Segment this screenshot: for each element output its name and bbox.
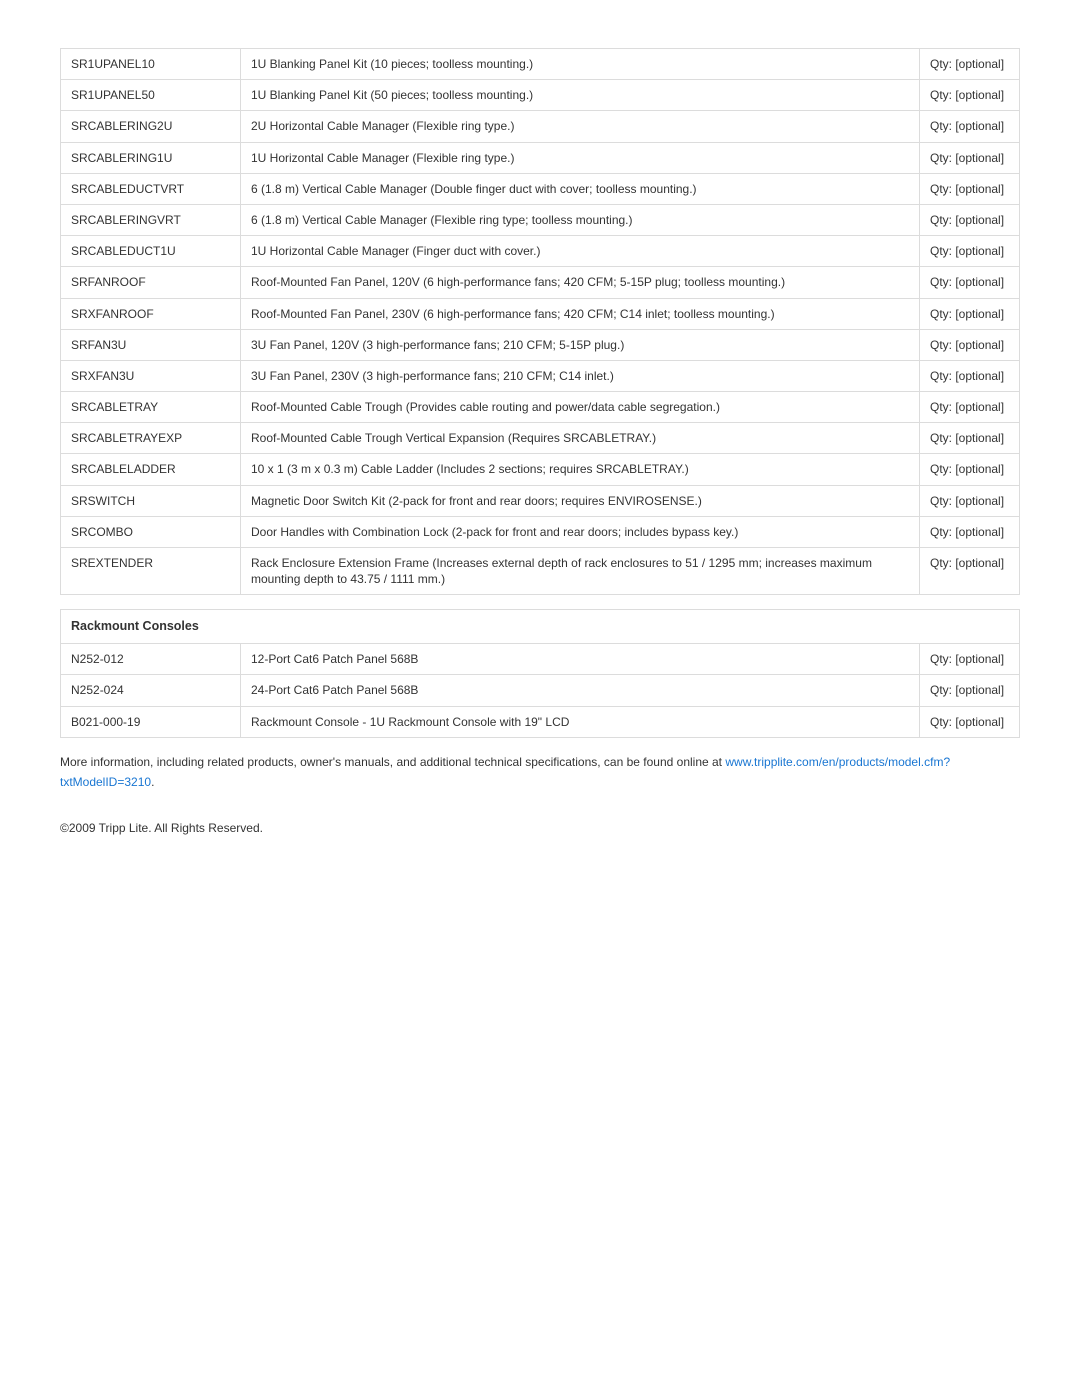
table-row: SRCOMBO Door Handles with Combination Lo… [61,516,1020,547]
sku-cell: SRCABLETRAY [61,392,241,423]
desc-cell: 12-Port Cat6 Patch Panel 568B [241,644,920,675]
sku-cell: N252-012 [61,644,241,675]
qty-cell: Qty: [optional] [920,516,1020,547]
table-row: SRCABLETRAYEXP Roof-Mounted Cable Trough… [61,423,1020,454]
qty-cell: Qty: [optional] [920,423,1020,454]
qty-cell: Qty: [optional] [920,298,1020,329]
desc-cell: 1U Blanking Panel Kit (50 pieces; toolle… [241,80,920,111]
desc-cell: 3U Fan Panel, 120V (3 high-performance f… [241,329,920,360]
sku-cell: SRCABLERINGVRT [61,204,241,235]
table-row: SRXFAN3U 3U Fan Panel, 230V (3 high-perf… [61,360,1020,391]
qty-cell: Qty: [optional] [920,392,1020,423]
desc-cell: Rackmount Console - 1U Rackmount Console… [241,706,920,737]
table-row: SRCABLERINGVRT 6 (1.8 m) Vertical Cable … [61,204,1020,235]
more-info-text: More information, including related prod… [60,752,1020,793]
qty-cell: Qty: [optional] [920,49,1020,80]
page-container: SR1UPANEL10 1U Blanking Panel Kit (10 pi… [0,0,1080,895]
desc-cell: Magnetic Door Switch Kit (2-pack for fro… [241,485,920,516]
table-row: SR1UPANEL10 1U Blanking Panel Kit (10 pi… [61,49,1020,80]
sku-cell: SRXFAN3U [61,360,241,391]
sku-cell: B021-000-19 [61,706,241,737]
desc-cell: Roof-Mounted Fan Panel, 230V (6 high-per… [241,298,920,329]
qty-cell: Qty: [optional] [920,80,1020,111]
qty-cell: Qty: [optional] [920,173,1020,204]
sku-cell: SRCABLERING1U [61,142,241,173]
desc-cell: 1U Horizontal Cable Manager (Finger duct… [241,236,920,267]
desc-cell: Rack Enclosure Extension Frame (Increase… [241,548,920,595]
table-row: N252-012 12-Port Cat6 Patch Panel 568B Q… [61,644,1020,675]
sku-cell: N252-024 [61,675,241,706]
table-row: SRCABLERING2U 2U Horizontal Cable Manage… [61,111,1020,142]
table-row: N252-024 24-Port Cat6 Patch Panel 568B Q… [61,675,1020,706]
qty-cell: Qty: [optional] [920,706,1020,737]
qty-cell: Qty: [optional] [920,329,1020,360]
qty-cell: Qty: [optional] [920,111,1020,142]
sku-cell: SRCABLETRAYEXP [61,423,241,454]
table-row: SRCABLEDUCTVRT 6 (1.8 m) Vertical Cable … [61,173,1020,204]
sku-cell: SRCOMBO [61,516,241,547]
rackmount-consoles-table: Rackmount Consoles N252-012 12-Port Cat6… [60,609,1020,737]
qty-cell: Qty: [optional] [920,360,1020,391]
rackmount-rows: N252-012 12-Port Cat6 Patch Panel 568B Q… [61,644,1020,738]
qty-cell: Qty: [optional] [920,485,1020,516]
sku-cell: SR1UPANEL10 [61,49,241,80]
sku-cell: SRCABLEDUCT1U [61,236,241,267]
sku-cell: SR1UPANEL50 [61,80,241,111]
table-row: SR1UPANEL50 1U Blanking Panel Kit (50 pi… [61,80,1020,111]
sku-cell: SRSWITCH [61,485,241,516]
desc-cell: Roof-Mounted Cable Trough (Provides cabl… [241,392,920,423]
desc-cell: 3U Fan Panel, 230V (3 high-performance f… [241,360,920,391]
sku-cell: SRCABLERING2U [61,111,241,142]
sku-cell: SREXTENDER [61,548,241,595]
qty-cell: Qty: [optional] [920,454,1020,485]
table-row: SRCABLELADDER 10 x 1 (3 m x 0.3 m) Cable… [61,454,1020,485]
qty-cell: Qty: [optional] [920,644,1020,675]
sku-cell: SRCABLELADDER [61,454,241,485]
table-row: SRXFANROOF Roof-Mounted Fan Panel, 230V … [61,298,1020,329]
section-header: Rackmount Consoles [61,610,1020,644]
sku-cell: SRXFANROOF [61,298,241,329]
table-row: SRCABLEDUCT1U 1U Horizontal Cable Manage… [61,236,1020,267]
desc-cell: 6 (1.8 m) Vertical Cable Manager (Flexib… [241,204,920,235]
section-header-row: Rackmount Consoles [61,610,1020,644]
accessories-rows: SR1UPANEL10 1U Blanking Panel Kit (10 pi… [61,49,1020,595]
desc-cell: 24-Port Cat6 Patch Panel 568B [241,675,920,706]
copyright-text: ©2009 Tripp Lite. All Rights Reserved. [60,821,1020,835]
sku-cell: SRCABLEDUCTVRT [61,173,241,204]
desc-cell: Roof-Mounted Fan Panel, 120V (6 high-per… [241,267,920,298]
desc-cell: Door Handles with Combination Lock (2-pa… [241,516,920,547]
sku-cell: SRFAN3U [61,329,241,360]
more-info-trail: . [151,775,154,789]
desc-cell: 1U Horizontal Cable Manager (Flexible ri… [241,142,920,173]
qty-cell: Qty: [optional] [920,204,1020,235]
table-row: SRFAN3U 3U Fan Panel, 120V (3 high-perfo… [61,329,1020,360]
table-row: SRCABLERING1U 1U Horizontal Cable Manage… [61,142,1020,173]
table-row: SRCABLETRAY Roof-Mounted Cable Trough (P… [61,392,1020,423]
desc-cell: Roof-Mounted Cable Trough Vertical Expan… [241,423,920,454]
desc-cell: 6 (1.8 m) Vertical Cable Manager (Double… [241,173,920,204]
desc-cell: 2U Horizontal Cable Manager (Flexible ri… [241,111,920,142]
qty-cell: Qty: [optional] [920,675,1020,706]
table-row: SRFANROOF Roof-Mounted Fan Panel, 120V (… [61,267,1020,298]
accessories-table: SR1UPANEL10 1U Blanking Panel Kit (10 pi… [60,48,1020,595]
qty-cell: Qty: [optional] [920,142,1020,173]
table-row: SRSWITCH Magnetic Door Switch Kit (2-pac… [61,485,1020,516]
qty-cell: Qty: [optional] [920,548,1020,595]
more-info-lead: More information, including related prod… [60,755,725,769]
table-row: SREXTENDER Rack Enclosure Extension Fram… [61,548,1020,595]
sku-cell: SRFANROOF [61,267,241,298]
table-row: B021-000-19 Rackmount Console - 1U Rackm… [61,706,1020,737]
qty-cell: Qty: [optional] [920,236,1020,267]
qty-cell: Qty: [optional] [920,267,1020,298]
desc-cell: 10 x 1 (3 m x 0.3 m) Cable Ladder (Inclu… [241,454,920,485]
desc-cell: 1U Blanking Panel Kit (10 pieces; toolle… [241,49,920,80]
